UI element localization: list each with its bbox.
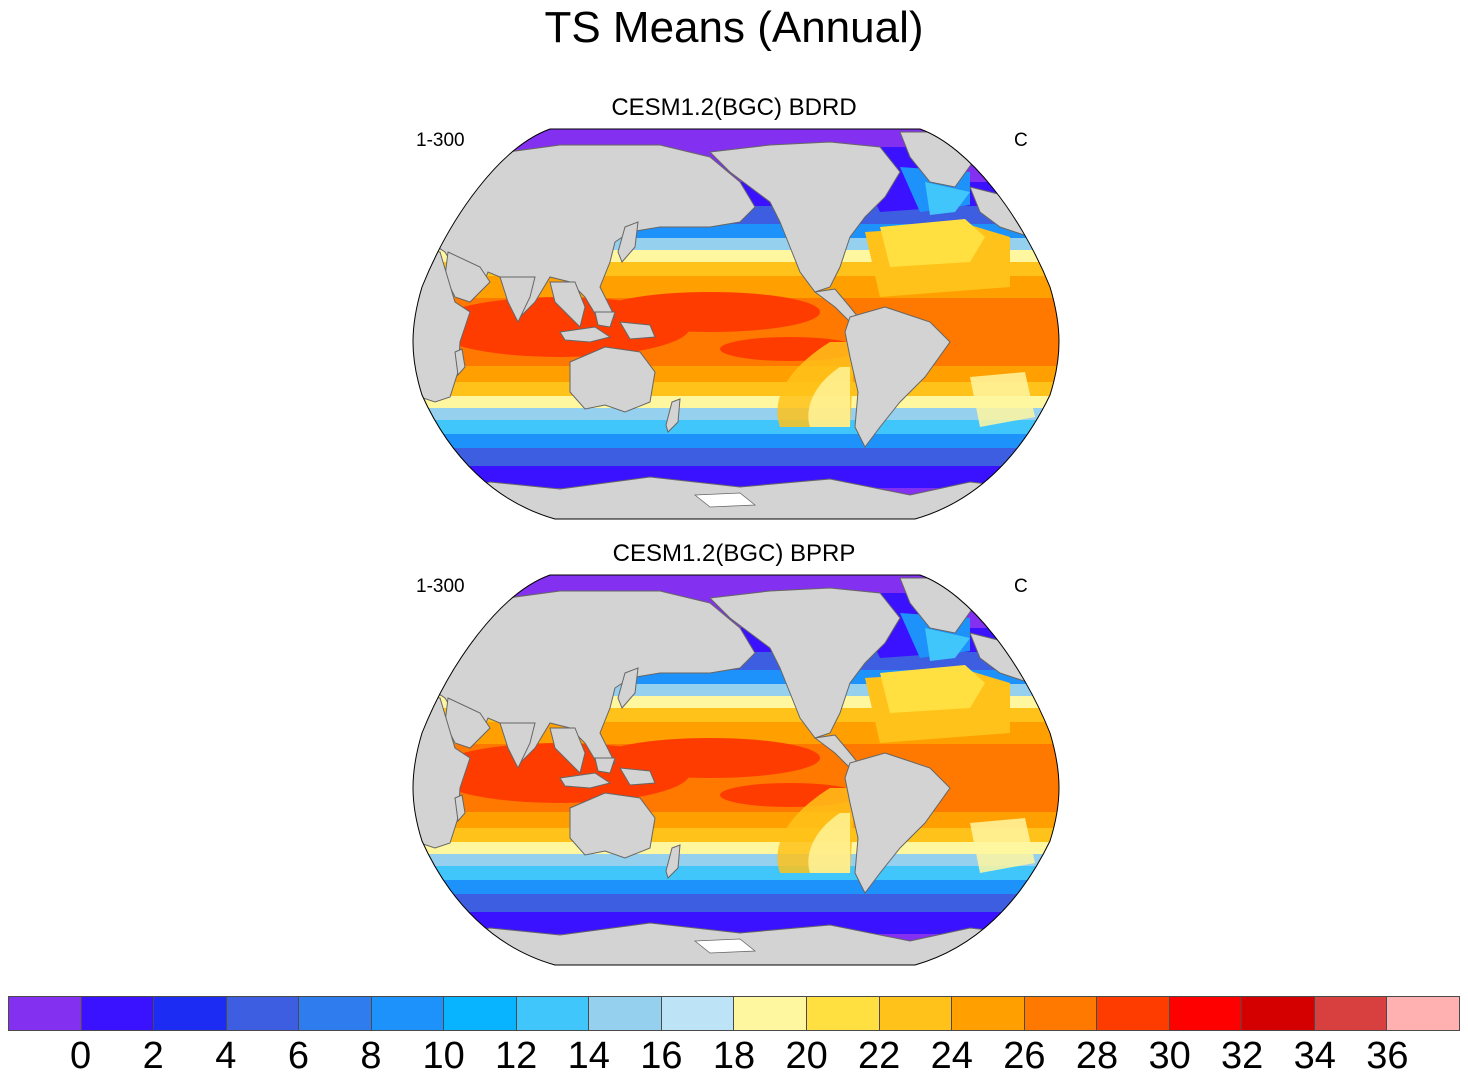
colorbar-swatch (371, 996, 445, 1031)
colorbar-tick-label: 4 (215, 1035, 237, 1077)
colorbar-tick-label: 2 (142, 1035, 164, 1077)
colorbar-tick-label: 34 (1293, 1035, 1336, 1077)
colorbar-tick-label: 10 (422, 1035, 465, 1077)
colorbar-tick-label: 20 (785, 1035, 828, 1077)
colorbar-swatch (661, 996, 735, 1031)
colorbar-tick-label: 24 (930, 1035, 973, 1077)
panel-1-title: CESM1.2(BGC) BDRD (611, 94, 857, 121)
colorbar-swatch (1024, 996, 1098, 1031)
colorbar-swatch (589, 996, 662, 1031)
figure-title: TS Means (Annual) (544, 3, 924, 52)
colorbar-swatch (8, 996, 82, 1031)
panel-2-period-label: 1-300 (416, 576, 465, 597)
colorbar-tick-label: 8 (360, 1035, 382, 1077)
colorbar-swatch (952, 996, 1025, 1031)
colorbar-tick-label: 22 (858, 1035, 901, 1077)
colorbar (8, 996, 1460, 1031)
colorbar-swatch (444, 996, 517, 1031)
panel-1-period-label: 1-300 (416, 130, 465, 151)
colorbar-tick-label: 18 (712, 1035, 756, 1077)
colorbar-swatch (1242, 996, 1315, 1031)
colorbar-tick-label: 28 (1075, 1035, 1119, 1077)
colorbar-tick-label: 12 (495, 1035, 538, 1077)
colorbar-tick-label: 16 (640, 1035, 683, 1077)
panel-2-units-label: C (1014, 576, 1028, 597)
colorbar-swatch (1314, 996, 1388, 1031)
colorbar-tick-label: 32 (1221, 1035, 1264, 1077)
colorbar-tick-label: 36 (1366, 1035, 1409, 1077)
colorbar-swatch (226, 996, 300, 1031)
colorbar-swatch (299, 996, 372, 1031)
colorbar-swatch (807, 996, 880, 1031)
colorbar-swatch (734, 996, 808, 1031)
colorbar-swatch (516, 996, 590, 1031)
panel-1-map (410, 127, 1060, 521)
panel-1-units-label: C (1014, 130, 1028, 151)
colorbar-swatch (879, 996, 953, 1031)
colorbar-swatch (81, 996, 155, 1031)
colorbar-tick-label: 30 (1148, 1035, 1191, 1077)
colorbar-tick-label: 26 (1003, 1035, 1046, 1077)
colorbar-swatch (1169, 996, 1243, 1031)
colorbar-tick-label: 6 (287, 1035, 309, 1077)
colorbar-swatch (1387, 996, 1460, 1031)
colorbar-tick-label: 0 (70, 1035, 92, 1077)
colorbar-swatch (1097, 996, 1170, 1031)
colorbar-swatch (154, 996, 227, 1031)
panel-2-title: CESM1.2(BGC) BPRP (612, 540, 856, 567)
colorbar-tick-label: 14 (567, 1035, 610, 1077)
panel-2-map (410, 573, 1060, 967)
